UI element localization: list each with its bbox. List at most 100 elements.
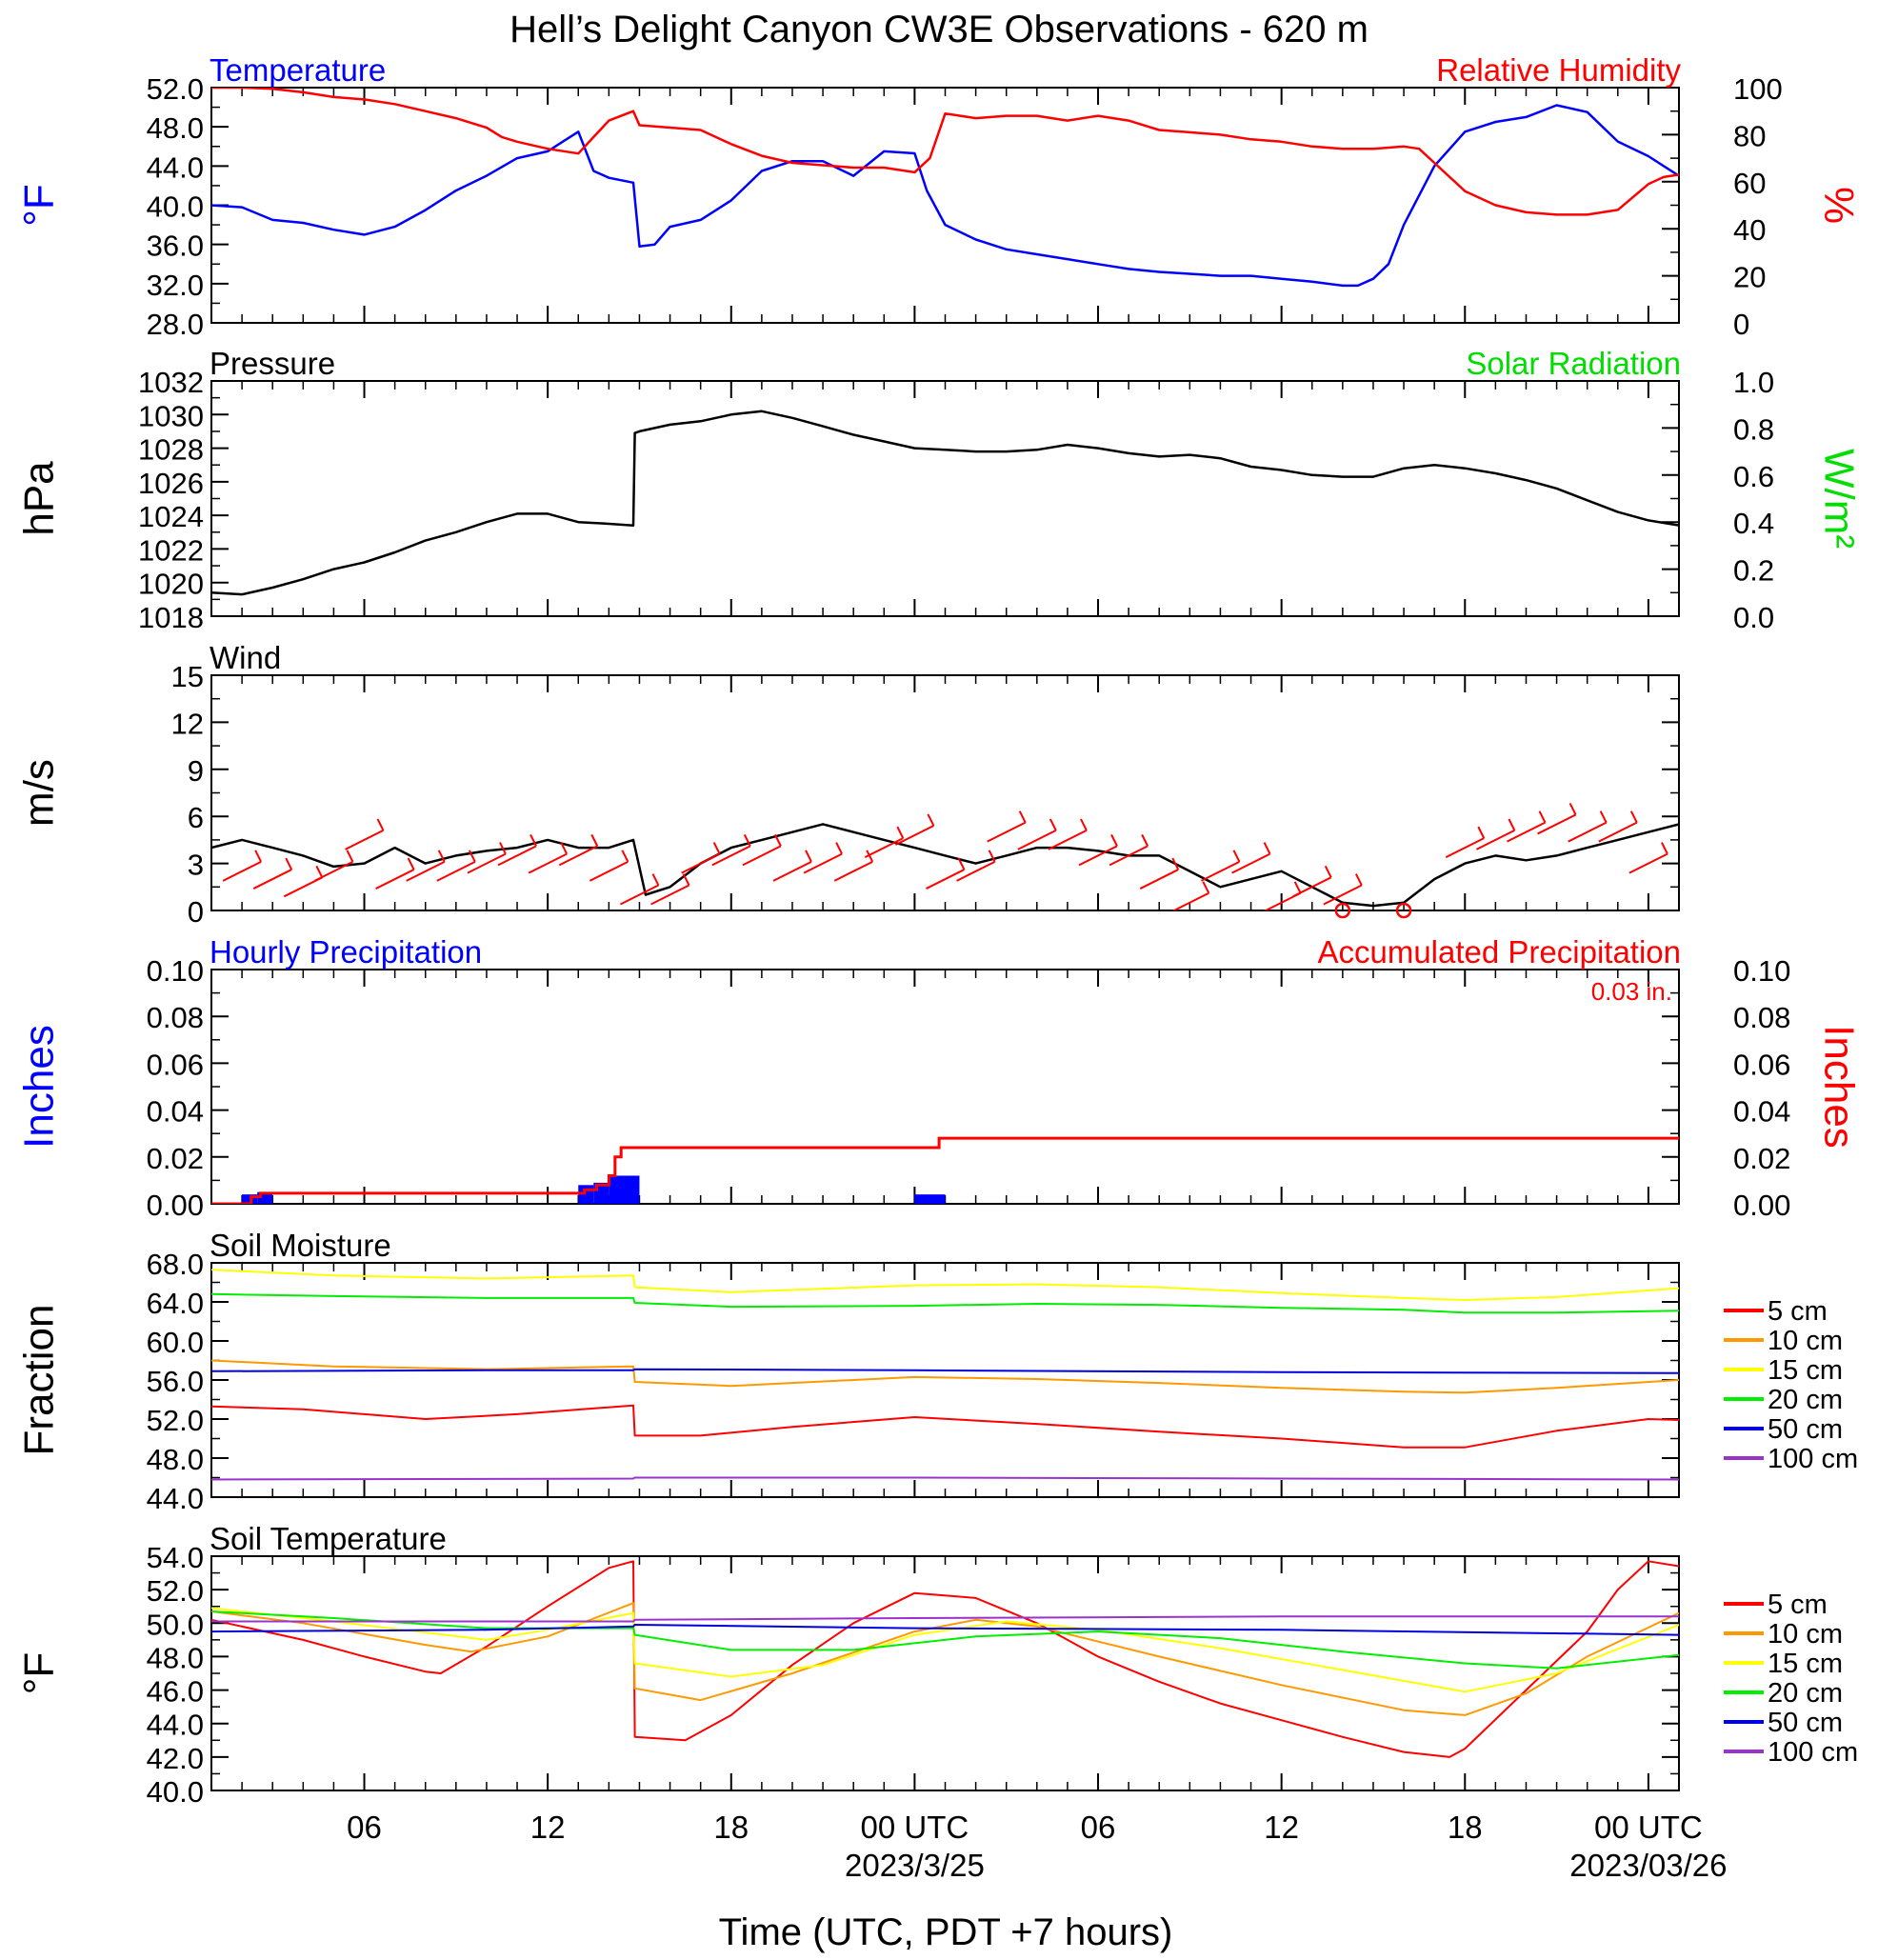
plot-area: [211, 88, 1679, 288]
y-tick-label-left: 28.0: [147, 308, 204, 341]
wind-barb-flag: [376, 818, 385, 831]
y-tick-label-left: 3: [188, 849, 204, 882]
x-tick-label: 12: [530, 1810, 566, 1845]
wind-barb: [558, 845, 598, 867]
y-tick-label-right: 60: [1733, 167, 1766, 200]
wind-barb-flag: [1354, 873, 1363, 886]
y-tick-label-left: 0.02: [147, 1142, 204, 1175]
wind-barb: [528, 852, 568, 874]
accumulated-precip-line: [211, 1136, 1679, 1204]
wind-barb-flag: [499, 842, 507, 855]
wind-barb-flag: [254, 850, 262, 863]
y-tick-label-left: 0: [188, 895, 204, 929]
y-tick-label-right: 0.06: [1733, 1048, 1790, 1081]
plot-area: [211, 410, 1679, 596]
y-tick-label-left: 64.0: [147, 1287, 204, 1320]
wind-barb: [406, 860, 446, 882]
wind-barb: [742, 845, 782, 867]
panel-frame: [210, 969, 1680, 1205]
wind-barb-flag: [743, 833, 751, 847]
series-line-5-cm: [211, 1560, 1679, 1758]
y-axis-label-left: m/s: [16, 759, 63, 827]
panel-title-left: Soil Moisture: [210, 1228, 391, 1263]
wind-barb: [1507, 821, 1546, 843]
y-tick-label-left: 68.0: [147, 1248, 204, 1281]
wind-barb: [650, 884, 690, 906]
y-tick-label-left: 54.0: [147, 1541, 204, 1574]
y-tick-label-right: 80: [1733, 119, 1766, 152]
x-tick-label: 00 UTC: [861, 1810, 969, 1845]
wind-barb: [1292, 876, 1332, 898]
y-tick-label-left: 40.0: [147, 1775, 204, 1809]
wind-barb: [1568, 821, 1608, 843]
wind-barb: [833, 860, 873, 882]
plot-area: [211, 1560, 1679, 1758]
plot-area: [211, 1269, 1679, 1481]
y-tick-label-right: 0.02: [1733, 1142, 1790, 1175]
x-tick-label: 18: [1448, 1810, 1483, 1845]
x-tick-date-label: 2023/03/26: [1569, 1848, 1727, 1883]
wind-barb-flag: [896, 826, 905, 839]
panel-title-left: Pressure: [210, 346, 335, 381]
wind-barb-flag: [712, 842, 721, 855]
y-tick-label-left: 0.06: [147, 1048, 204, 1081]
series-line-temperature: [211, 104, 1679, 288]
calm-wind-marker: [1395, 902, 1412, 919]
wind-barb-flag: [1508, 818, 1516, 831]
y-axis-label-left: Inches: [16, 1025, 63, 1149]
panel-title-right: Relative Humidity: [1436, 52, 1681, 88]
precip-bar: [914, 1194, 946, 1204]
wind-barb: [1139, 869, 1179, 890]
y-tick-label-left: 12: [171, 707, 204, 740]
wind-barb-flag: [621, 850, 629, 863]
y-tick-label-left: 48.0: [147, 1641, 204, 1674]
wind-barb-flag: [1568, 802, 1577, 815]
y-tick-label-left: 46.0: [147, 1675, 204, 1709]
x-tick-label: 12: [1264, 1810, 1299, 1845]
wind-barb: [467, 852, 507, 874]
y-tick-label-right: 0.10: [1733, 954, 1790, 988]
series-line-relative-humidity: [211, 88, 1679, 216]
y-axis-label-right: %: [1815, 187, 1862, 224]
x-tick-date-label: 2023/3/25: [845, 1848, 985, 1883]
series-line-5-cm: [211, 1404, 1679, 1449]
precip-bar: [242, 1194, 258, 1204]
y-tick-label-left: 48.0: [147, 111, 204, 145]
wind-barb: [1048, 830, 1088, 850]
y-tick-label-right: 1.0: [1733, 366, 1774, 399]
plot-area: [211, 1136, 1679, 1204]
y-tick-label-left: 44.0: [147, 1709, 204, 1742]
wind-barb-flag: [1232, 850, 1241, 863]
y-tick-label-left: 0.08: [147, 1001, 204, 1034]
legend-label: 10 cm: [1768, 1326, 1843, 1356]
wind-barb-flag: [1629, 810, 1638, 824]
wind-barb: [1598, 821, 1638, 843]
wind-barb: [1109, 845, 1149, 867]
panel-title-right: Accumulated Precipitation: [1317, 934, 1681, 970]
y-tick-label-left: 50.0: [147, 1608, 204, 1641]
wind-barb-flag: [468, 850, 476, 863]
y-tick-label-left: 60.0: [147, 1326, 204, 1359]
wind-barb-flag: [1477, 826, 1486, 839]
series-line-10-cm: [211, 1359, 1679, 1394]
legend-label: 15 cm: [1768, 1355, 1843, 1386]
wind-barb-flag: [651, 873, 660, 886]
y-tick-label-right: 40: [1733, 213, 1766, 247]
y-tick-label-left: 36.0: [147, 230, 204, 263]
wind-barb-flag: [285, 857, 293, 870]
wind-barb: [1200, 860, 1240, 882]
panel-precip: 0.00 0.02 0.04 0.06 0.08 0.10 0.00 0.02 0.04 0.06…: [16, 934, 1863, 1222]
panel-temp_rh: 28.0 32.0 36.0 40.0 44.0 48.0 52.0 0 20 40 60 80 100…: [16, 52, 1863, 341]
x-tick-label: 06: [1081, 1810, 1116, 1845]
wind-barb-flag: [957, 857, 966, 870]
panel-frame: [210, 380, 1680, 617]
wind-barb: [1628, 852, 1668, 874]
panels: 28.032.036.040.044.048.052.0020406080100…: [16, 52, 1863, 1809]
panel-frame: [210, 674, 1680, 911]
wind-barb: [1475, 830, 1515, 850]
series-line-20-cm: [211, 1292, 1679, 1314]
wind-barb-flag: [866, 850, 874, 863]
y-tick-label-right: 0.00: [1733, 1189, 1790, 1222]
calm-wind-marker: [1334, 902, 1351, 919]
